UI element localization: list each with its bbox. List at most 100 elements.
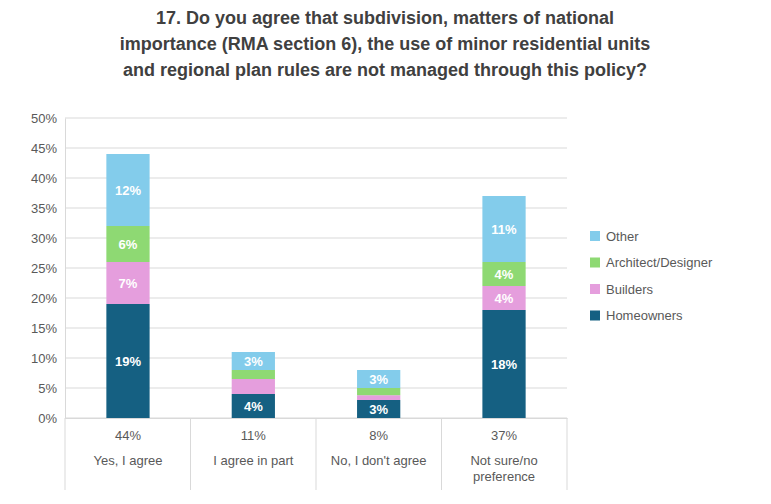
title-line: importance (RMA section 6), the use of m… [120,34,650,54]
grid [65,118,567,418]
legend-label: Builders [606,282,653,297]
total-labels: 44% 11% 8% 37% [115,428,517,443]
grid-line [65,148,567,149]
x-tick-label-line: Not sure/no [470,453,537,468]
y-tick-label: 35% [31,201,57,216]
grid-line [65,118,567,119]
x-tick-label-line: preference [473,469,535,484]
x-tick: Yes, I agree [94,418,163,468]
legend-item: Homeowners [590,308,683,323]
category-divider [65,418,66,490]
y-tick: 10% [31,351,65,366]
y-tick-label: 40% [31,171,57,186]
y-tick: 0% [38,411,65,426]
data-label: 4% [495,267,514,282]
legend-swatch [590,284,600,294]
data-label: 18% [491,357,517,372]
bar-segment [106,154,149,226]
y-tick: 50% [31,111,65,126]
bar-segment [482,286,525,310]
category-divider [567,418,568,490]
x-axis: Yes, I agree I agree in part No, I don't a… [66,418,568,484]
data-label: 4% [244,399,263,414]
y-tick: 25% [31,261,65,276]
bar-segment [232,394,275,418]
x-axis-line [66,418,568,419]
y-tick: 35% [31,201,65,216]
data-label: 11% [491,222,517,237]
data-label: 7% [119,276,138,291]
legend-label: Other [606,229,639,244]
x-tick-label: I agree in part [213,453,294,468]
y-tick-label: 50% [31,111,57,126]
y-axis-line [65,119,66,419]
bar-segment [106,304,149,418]
x-tick-label: Yes, I agree [94,453,163,468]
bar-segment [106,226,149,262]
category-divider [316,418,317,490]
y-tick-label: 30% [31,231,57,246]
series [106,304,525,418]
bar-segment [482,262,525,286]
data-label: 12% [115,183,141,198]
legend-label: Architect/Designer [606,255,713,270]
bar-segment [232,352,275,370]
x-tick-label: Not sure/nopreference [470,453,537,484]
category-divider [441,418,442,490]
legend-item: Architect/Designer [590,255,713,270]
bar-segment [482,196,525,262]
series [106,154,525,388]
total-label: 37% [491,428,517,443]
data-label: 3% [369,372,388,387]
data-label: 6% [119,237,138,252]
legend: Other Architect/Designer Builders Homeowner… [590,229,713,323]
bar-segment [357,395,400,400]
x-tick: Not sure/nopreference [470,418,537,484]
x-tick: No, I don't agree [331,418,427,468]
y-tick: 30% [31,231,65,246]
legend-label: Homeowners [606,308,683,323]
bar-segment [357,400,400,418]
y-axis: 0% 5% 10% 15% 20% 25% 30% 35% 40% 45% 50% [31,111,66,426]
bar-segment [357,370,400,388]
total-label: 8% [369,428,388,443]
data-labels: 19%4%3%18%7%4%6%4%12%3%3%11% [115,183,517,417]
x-tick: I agree in part [213,418,294,468]
title: 17. Do you agree that subdivision, matte… [120,8,650,80]
bar-segment [482,310,525,418]
legend-swatch [590,231,600,241]
bar-segment [106,262,149,304]
plot: 0% 5% 10% 15% 20% 25% 30% 35% 40% 45% 50% Yes, I ag… [31,111,568,490]
y-tick-label: 0% [38,411,57,426]
bars [106,154,525,418]
y-tick-label: 45% [31,141,57,156]
title-line: and regional plan rules are not managed … [123,60,647,80]
legend-item: Other [590,229,639,244]
bar-segment [357,388,400,395]
category-dividers [65,418,567,490]
y-tick-label: 25% [31,261,57,276]
legend-swatch [590,258,600,268]
bar-segment [232,379,275,394]
y-tick-label: 15% [31,321,57,336]
y-tick: 5% [38,381,65,396]
data-label: 3% [369,402,388,417]
total-label: 11% [241,428,266,443]
y-tick: 20% [31,291,65,306]
y-tick-label: 10% [31,351,57,366]
total-label: 44% [115,428,141,443]
category-divider [190,418,191,490]
x-tick-label: No, I don't agree [331,453,427,468]
y-tick-label: 20% [31,291,57,306]
legend-item: Builders [590,282,653,297]
data-label: 4% [495,291,514,306]
title-line: 17. Do you agree that subdivision, matte… [156,8,614,28]
series [106,226,525,395]
chart: 17. Do you agree that subdivision, matte… [0,0,771,504]
y-tick: 40% [31,171,65,186]
y-tick-label: 5% [38,381,57,396]
data-label: 19% [115,354,141,369]
legend-swatch [590,311,600,321]
series [106,262,525,400]
y-tick: 15% [31,321,65,336]
